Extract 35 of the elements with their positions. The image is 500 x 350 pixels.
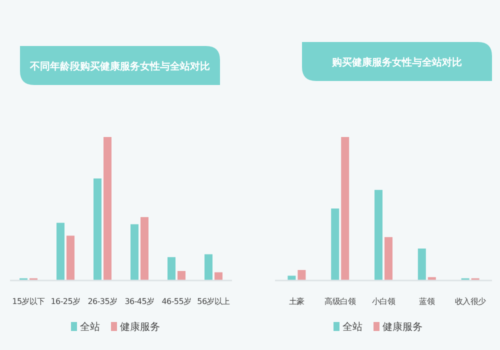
bar — [56, 222, 64, 280]
bar — [140, 217, 148, 280]
x-tick-label: 46-55岁 — [162, 297, 192, 306]
bar — [104, 137, 112, 280]
x-tick-label: 收入很少 — [454, 297, 486, 306]
bar — [168, 257, 176, 280]
bar — [204, 254, 212, 280]
x-tick-label: 土豪 — [288, 297, 305, 306]
x-tick-label: 小白领 — [372, 297, 396, 306]
x-tick-label: 36-45岁 — [124, 297, 155, 306]
bar — [331, 208, 340, 280]
legend-label: 全站 — [80, 321, 100, 333]
bar — [428, 277, 436, 280]
bar — [298, 270, 306, 280]
legend-label: 全站 — [342, 321, 362, 333]
x-tick-label: 26-35岁 — [88, 297, 118, 306]
bar — [384, 237, 392, 280]
bar — [66, 236, 74, 280]
bar — [374, 190, 382, 280]
bar — [94, 178, 102, 280]
bar — [130, 224, 138, 280]
bar — [341, 137, 350, 280]
chart-title: 购买健康服务女性与全站对比 — [331, 56, 462, 68]
bar — [214, 272, 222, 280]
x-tick-label: 16-25岁 — [50, 297, 81, 306]
bar — [418, 248, 426, 280]
x-tick-label: 15岁以下 — [12, 297, 46, 306]
x-tick-label: 56岁以上 — [197, 297, 230, 306]
bar — [178, 270, 186, 280]
x-tick-label: 高级白领 — [324, 297, 356, 306]
bar — [288, 276, 296, 280]
x-tick-label: 蓝领 — [419, 297, 435, 306]
legend-label: 健康服务 — [120, 321, 160, 333]
chart-title: 不同年龄段购买健康服务女性与全站对比 — [29, 60, 210, 72]
legend-label: 健康服务 — [382, 321, 422, 333]
